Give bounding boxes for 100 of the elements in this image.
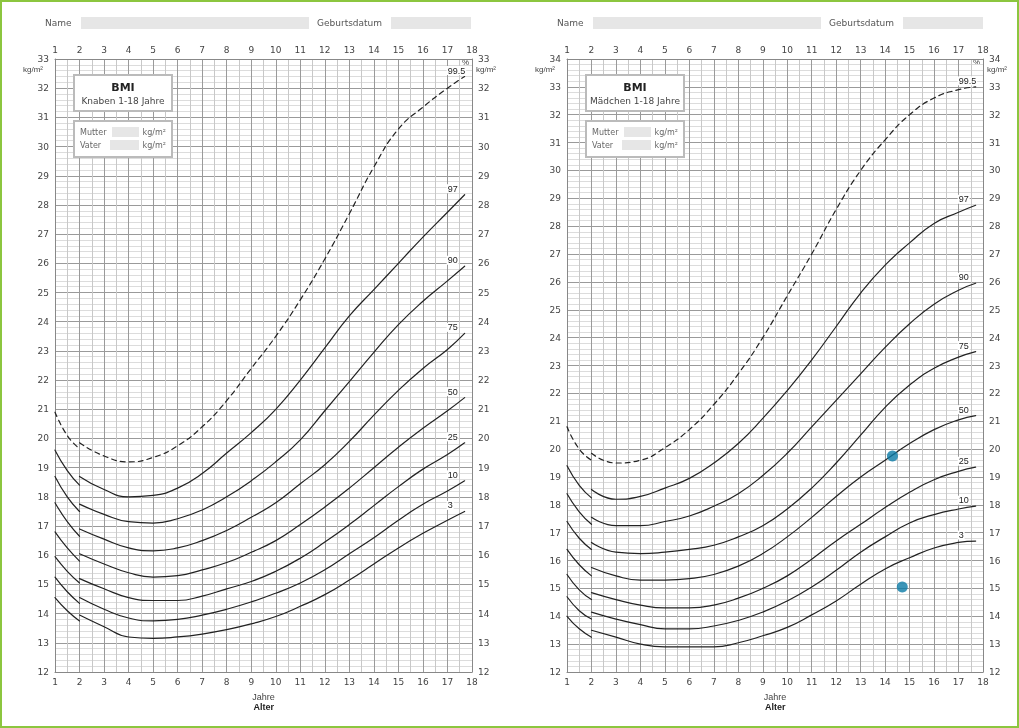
x2-tick-label: 12 xyxy=(319,44,331,55)
x-tick-label: 5 xyxy=(150,676,156,687)
x2-tick-label: 12 xyxy=(830,44,842,55)
y-tick-label: 29 xyxy=(37,170,50,181)
x-tick-label: 18 xyxy=(466,676,478,687)
x-tick-label: 6 xyxy=(686,676,693,687)
y2-tick-label: 28 xyxy=(478,199,490,210)
x2-tick-label: 18 xyxy=(466,44,478,55)
y2-tick-label: 26 xyxy=(478,258,490,269)
y2-tick-label: 20 xyxy=(478,433,490,444)
series-label: 3 xyxy=(958,530,964,541)
series-label: 10 xyxy=(447,469,458,480)
x2-tick-label: 17 xyxy=(441,44,454,55)
y2-tick-label: 22 xyxy=(989,388,1001,399)
x-tick-label: 17 xyxy=(441,676,454,687)
y2-tick-label: 16 xyxy=(478,550,490,561)
line-series xyxy=(590,282,977,527)
y-tick-label: 21 xyxy=(37,404,49,415)
y-tick-label: 30 xyxy=(37,141,50,152)
x-tick-label: 1 xyxy=(52,676,58,687)
y-tick-label: 13 xyxy=(549,639,561,650)
y2-axis-title: kg/m² xyxy=(476,64,497,74)
x-tick-label: 2 xyxy=(76,676,83,687)
y-tick-label: 27 xyxy=(37,229,49,240)
x2-tick-label: 1 xyxy=(564,44,570,55)
x-tick-label: 3 xyxy=(101,676,107,687)
x-tick-label: 16 xyxy=(928,676,941,687)
y2-tick-label: 33 xyxy=(989,81,1001,92)
text: Name xyxy=(557,18,584,28)
x-tick-label: 18 xyxy=(977,676,989,687)
y-tick-label: 15 xyxy=(549,583,561,594)
annotation: kg/m² xyxy=(142,140,166,150)
series-label: 3 xyxy=(447,500,453,511)
x2-tick-label: 2 xyxy=(76,44,83,55)
y-tick-label: 16 xyxy=(549,555,562,566)
x-tick-label: 6 xyxy=(174,676,181,687)
y2-tick-label: 31 xyxy=(478,112,490,123)
y-tick-label: 22 xyxy=(37,375,49,386)
x-axis-title: Jahre xyxy=(252,691,275,702)
y-tick-label: 12 xyxy=(37,667,49,677)
y-tick-label: 14 xyxy=(549,611,562,622)
x2-tick-label: 9 xyxy=(759,44,766,55)
y2-tick-label: 27 xyxy=(989,249,1001,260)
x-tick-label: 16 xyxy=(417,676,429,687)
x2-tick-label: 6 xyxy=(686,44,693,55)
x2-tick-label: 17 xyxy=(952,44,965,55)
y2-tick-label: 23 xyxy=(989,360,1001,371)
annotation: kg/m² xyxy=(654,127,678,137)
x2-tick-label: 5 xyxy=(150,44,156,55)
x-tick-label: 10 xyxy=(781,676,794,687)
y2-tick-label: 19 xyxy=(478,462,490,473)
y-tick-label: 22 xyxy=(549,388,561,399)
line-series xyxy=(78,442,466,602)
x2-tick-label: 3 xyxy=(101,44,107,55)
y2-tick-label: 23 xyxy=(478,345,490,356)
text: Knaben 1-18 Jahre xyxy=(80,96,166,106)
x2-tick-label: 3 xyxy=(613,44,619,55)
annotation: Vater xyxy=(592,140,615,150)
annotation: Vater xyxy=(80,140,103,150)
y2-tick-label: 17 xyxy=(989,527,1001,538)
y2-tick-label: 12 xyxy=(478,667,490,677)
y2-tick-label: 16 xyxy=(989,555,1001,566)
y2-tick-label: 27 xyxy=(478,229,490,240)
y-tick-label: 26 xyxy=(37,258,50,269)
y2-tick-label: 22 xyxy=(478,375,490,386)
x-tick-label: 3 xyxy=(613,676,619,687)
x2-tick-label: 16 xyxy=(417,44,429,55)
line-series xyxy=(78,510,466,640)
series-label: 75 xyxy=(958,340,969,351)
x2-tick-label: 4 xyxy=(125,44,132,55)
y-tick-label: 28 xyxy=(37,199,50,210)
series-label: 50 xyxy=(447,386,458,397)
x2-tick-label: 6 xyxy=(174,44,181,55)
y-tick-label: 29 xyxy=(549,193,562,204)
y2-tick-label: 25 xyxy=(478,287,490,298)
y-tick-label: 27 xyxy=(549,249,561,260)
y-tick-label: 28 xyxy=(549,221,562,232)
x2-tick-label: 7 xyxy=(199,44,206,55)
series-label: 90 xyxy=(447,255,458,266)
series-label: 10 xyxy=(958,495,969,506)
x-tick-label: 2 xyxy=(588,676,595,687)
y2-tick-label: 32 xyxy=(989,109,1001,120)
annotation: Mutter xyxy=(80,127,107,137)
x-tick-label: 15 xyxy=(903,676,916,687)
line-series xyxy=(78,397,466,578)
line-series xyxy=(78,480,466,622)
x2-tick-label: 11 xyxy=(294,44,307,55)
y2-tick-label: 21 xyxy=(989,416,1001,427)
x-tick-label: 12 xyxy=(319,676,331,687)
y2-tick-label: 14 xyxy=(989,611,1001,622)
x-tick-label: 15 xyxy=(392,676,405,687)
y2-tick-label: 15 xyxy=(989,583,1001,594)
y2-tick-label: 33 xyxy=(478,54,490,64)
y-tick-label: 20 xyxy=(37,433,50,444)
y-tick-label: 20 xyxy=(549,444,562,455)
x2-tick-label: 10 xyxy=(781,44,794,55)
x-tick-label: 10 xyxy=(270,676,282,687)
y-tick-label: 21 xyxy=(549,416,561,427)
text: Geburtsdatum xyxy=(829,18,895,28)
y2-tick-label: 28 xyxy=(989,221,1001,232)
